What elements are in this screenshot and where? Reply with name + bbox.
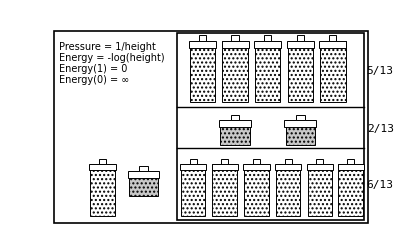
Bar [128, 172, 159, 178]
Bar [254, 42, 281, 48]
Bar [177, 34, 364, 220]
Bar [189, 42, 216, 48]
Bar [307, 164, 333, 170]
Bar [286, 121, 315, 145]
Bar [253, 159, 260, 164]
Bar [347, 159, 354, 164]
Bar [139, 166, 148, 172]
Bar [90, 164, 115, 216]
Bar [232, 36, 239, 42]
Bar [181, 164, 206, 216]
Bar [307, 164, 332, 216]
Bar [275, 164, 301, 170]
Bar [284, 121, 316, 128]
Bar [231, 115, 239, 121]
Bar [243, 164, 269, 170]
Bar [190, 42, 215, 103]
Bar [320, 42, 346, 103]
Bar [222, 42, 248, 103]
Bar [99, 159, 106, 164]
Bar [319, 42, 346, 48]
Text: Pressure = 1/height: Pressure = 1/height [59, 42, 156, 52]
Bar [190, 159, 197, 164]
Text: 6/13: 6/13 [367, 180, 394, 190]
Bar [297, 36, 304, 42]
Bar [276, 164, 300, 216]
Bar [129, 172, 158, 196]
Bar [338, 164, 363, 216]
Bar [255, 42, 280, 103]
Bar [219, 121, 251, 128]
Bar [288, 42, 313, 103]
Text: 5/13: 5/13 [367, 66, 394, 76]
Bar [285, 159, 292, 164]
Bar [329, 36, 337, 42]
Bar [287, 42, 314, 48]
Text: Energy(0) = ∞: Energy(0) = ∞ [59, 74, 129, 84]
Text: Energy(1) = 0: Energy(1) = 0 [59, 64, 127, 74]
Bar [221, 159, 228, 164]
Bar [89, 164, 116, 170]
Text: 2/13: 2/13 [367, 123, 394, 133]
Bar [264, 36, 271, 42]
Text: Energy = -log(height): Energy = -log(height) [59, 53, 164, 63]
Bar [316, 159, 323, 164]
Bar [222, 42, 248, 48]
Bar [199, 36, 206, 42]
Bar [337, 164, 364, 170]
Bar [212, 164, 238, 170]
Bar [244, 164, 269, 216]
Bar [296, 115, 304, 121]
Bar [180, 164, 206, 170]
Bar [220, 121, 250, 145]
Bar [213, 164, 237, 216]
